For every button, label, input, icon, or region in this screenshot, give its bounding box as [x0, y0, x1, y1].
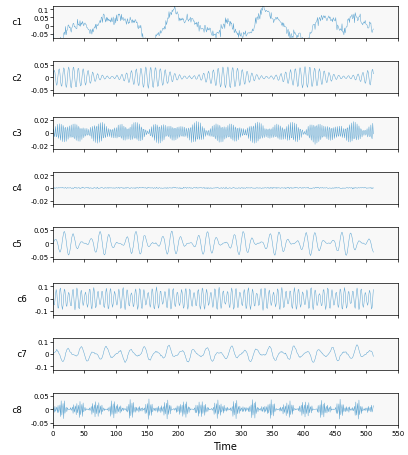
Y-axis label: c6: c6 — [16, 294, 27, 303]
Y-axis label: c4: c4 — [11, 184, 22, 193]
X-axis label: Time: Time — [213, 441, 237, 451]
Y-axis label: c8: c8 — [11, 405, 22, 414]
Y-axis label: c5: c5 — [11, 239, 22, 248]
Y-axis label: c3: c3 — [11, 129, 22, 138]
Y-axis label: c7: c7 — [16, 350, 27, 359]
Y-axis label: c1: c1 — [11, 18, 22, 27]
Y-axis label: c2: c2 — [11, 74, 22, 82]
